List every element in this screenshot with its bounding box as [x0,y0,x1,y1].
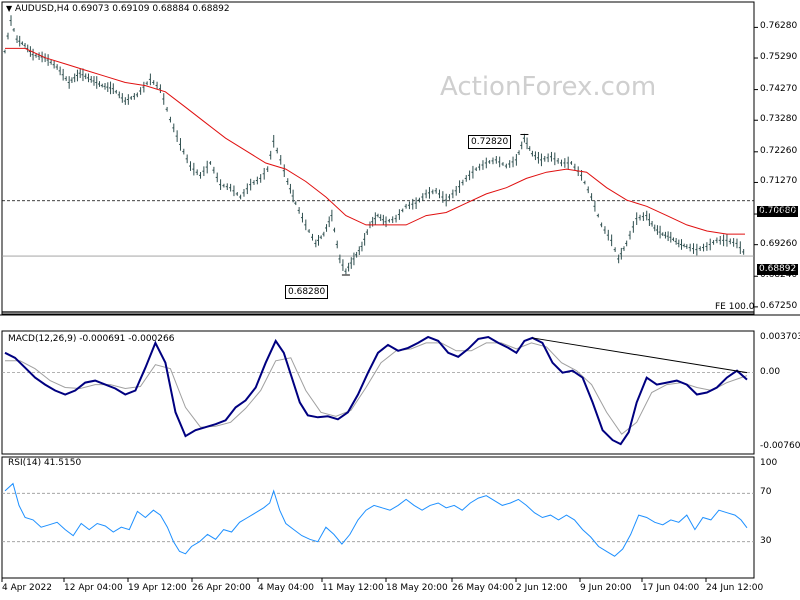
rsi-panel-frame [1,456,755,579]
rsi-line [4,482,748,557]
time-tick-label: 24 Jun 12:00 [706,583,764,593]
price-layer [2,15,754,313]
time-tick-label: 26 May 04:00 [452,583,514,593]
rsi-tick-label: 70 [760,487,772,498]
price-tick-label: 0.74270 [760,83,798,94]
symbol-label: AUDUSD,H4 [15,4,70,14]
chart-header-symbol: ▼ AUDUSD,H4 0.69073 0.69109 0.68884 0.68… [6,4,230,14]
time-tick-label: 2 Jun 12:00 [516,583,568,593]
macd-panel-frame [1,330,755,455]
time-tick-label: 4 May 04:00 [258,583,314,593]
time-tick-label: 17 Jun 04:00 [642,583,700,593]
price-tick-label: 0.76280 [760,21,798,32]
rsi-layer [2,482,754,557]
price-tick-label: 0.67250 [760,300,798,311]
watermark-text: ActionForex.com [440,72,657,102]
low-price-label: 0.68280 [285,285,329,299]
rsi-title: RSI(14) 41.5150 [8,458,82,468]
macd-signal-line [5,342,748,435]
macd-trendline [532,337,748,374]
current-price-tag: 0.68892 [757,264,799,275]
macd-tick-label: 0.00 [760,366,781,377]
level-line-tag: 0.70680 [757,206,799,217]
price-tick-label: 0.70250 [760,208,798,219]
macd-tick-label: -0.007608 [760,441,800,451]
high-price-label: 0.72820 [468,135,512,149]
price-tick-label: 0.68240 [760,270,798,281]
price-panel-frame [1,1,755,315]
time-tick-label: 18 May 20:00 [386,583,448,593]
macd-tick-label: 0.003703 [760,332,800,342]
moving-average-line [5,47,745,235]
rsi-tick-label: 30 [760,535,772,546]
time-tick-label: 9 Jun 20:00 [580,583,632,593]
time-tick-label: 26 Apr 20:00 [192,583,251,593]
time-tick-label: 11 May 12:00 [322,583,384,593]
price-tick-label: 0.71270 [760,176,798,187]
grid-layer [0,1,800,582]
fe-label: FE 100.0 [715,302,755,312]
time-tick-label: 19 Apr 12:00 [128,583,187,593]
time-tick-label: 12 Apr 04:00 [64,583,123,593]
price-tick-label: 0.69260 [760,238,798,249]
price-tick-label: 0.72260 [760,145,798,156]
price-tick-label: 0.75290 [760,52,798,63]
ohlc-label: 0.69073 0.69109 0.68884 0.68892 [72,4,230,14]
macd-line [4,335,748,446]
price-tick-label: 0.73280 [760,114,798,125]
macd-layer [2,335,754,446]
collapse-triangle-icon[interactable]: ▼ [6,4,13,13]
macd-title: MACD(12,26,9) -0.000691 -0.000266 [8,334,175,344]
rsi-tick-label: 100 [760,458,778,468]
time-tick-label: 4 Apr 2022 [2,583,52,593]
